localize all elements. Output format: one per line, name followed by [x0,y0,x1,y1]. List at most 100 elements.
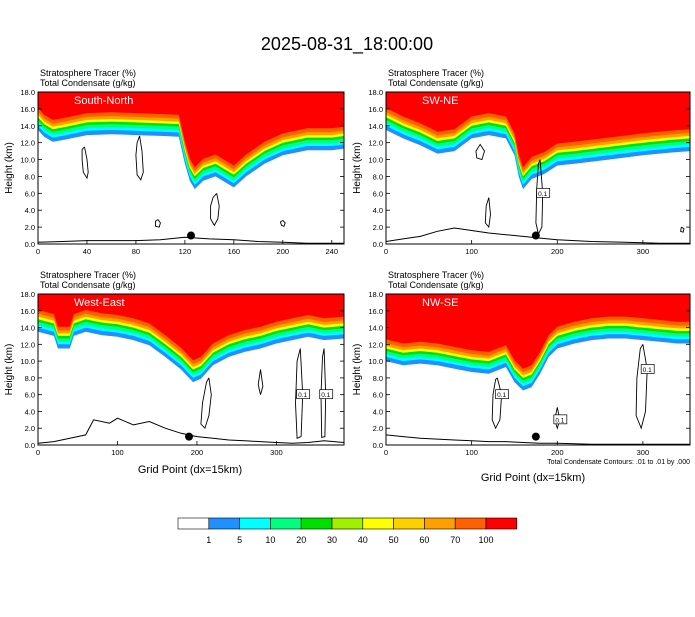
x-tick-label: 200 [551,247,564,256]
terrain-line [38,417,344,444]
colorbar-swatch [177,517,210,530]
colorbar-label: 70 [450,535,460,545]
y-tick-label: 18.0 [20,290,35,299]
y-tick-label: 8.0 [373,172,383,181]
y-axis-label: Height (km) [352,344,363,396]
condensate-contour [535,159,544,236]
y-tick-label: 8.0 [25,374,35,383]
x-axis-label: Grid Point (dx=15km) [481,472,585,484]
colorbar-swatch [270,517,302,530]
y-tick-label: 14.0 [20,122,35,131]
colorbar-label: 5 [237,535,242,545]
plot-area: 0.1 0.1 0.1 [386,294,690,445]
colorbar-swatch [331,517,364,530]
y-tick-label: 6.0 [25,189,35,198]
y-tick-label: 6.0 [25,391,35,400]
x-tick-label: 300 [637,448,650,457]
colorbar: 1 5 10 20 30 40 50 60 70 100 [177,517,518,545]
colorbar-swatch [485,517,518,530]
colorbar-label: 1 [206,535,211,545]
y-tick-label: 18.0 [20,88,35,97]
location-marker [531,432,540,441]
location-marker [185,432,194,441]
colorbar-swatch [424,517,456,530]
colorbar-label: 20 [296,535,306,545]
plot-frame [37,91,345,245]
terrain-line [386,434,690,445]
y-tick-label: 14.0 [20,324,35,333]
x-tick-label: 80 [132,247,140,256]
x-tick-label: 100 [111,448,124,457]
plot-area: 0.1 [386,92,690,244]
y-tick-label: 14.0 [368,122,383,131]
panel-2: 0.1 SW-NE 0.0 2.0 4.0 6.0 8.0 10.0 12.0 14.0 16.0 1… [352,68,691,256]
y-tick-label: 2.0 [373,223,383,232]
plot-area: 0.1 0.1 [38,294,344,445]
y-tick-label: 8.0 [25,172,35,181]
y-tick-label: 2.0 [25,223,35,232]
y-tick-label: 6.0 [373,391,383,400]
condensate-contour [484,197,491,229]
y-tick-label: 0.0 [25,240,35,249]
panel-label: South-North [74,95,133,107]
plot-frame [385,293,691,446]
contour-label: 0.1 [538,191,547,198]
y-tick-label: 4.0 [373,407,383,416]
condensate-contour [635,344,648,430]
field-label-tracer: Stratosphere Tracer (%) [388,68,484,78]
condensate-contour [475,143,485,161]
panel-label: NW-SE [422,297,458,309]
terrain-line [386,227,690,244]
colorbar-swatch [362,517,394,530]
contour-label: 0.1 [321,392,330,399]
contour-label-box [495,389,509,400]
y-tick-label: 8.0 [373,374,383,383]
field-label-tracer: Stratosphere Tracer (%) [40,270,136,280]
y-tick-label: 16.0 [368,105,383,114]
condensate-contour [257,369,264,395]
y-tick-label: 4.0 [25,206,35,215]
y-axis-label: Height (km) [4,142,15,194]
colorbar-label: 30 [327,535,337,545]
y-tick-label: 4.0 [25,407,35,416]
y-tick-label: 10.0 [20,357,35,366]
x-tick-label: 0 [36,448,40,457]
tracer-band [386,92,690,168]
y-tick-label: 2.0 [373,424,383,433]
field-label-condensate: Total Condensate (g/kg) [388,280,484,290]
tracer-band [386,294,690,369]
y-tick-label: 18.0 [368,88,383,97]
condensate-contour [155,219,161,228]
x-tick-label: 200 [277,247,290,256]
contour-label: 0.1 [643,367,652,374]
y-axis-label: Height (km) [4,344,15,396]
condensate-contour [279,220,286,227]
plot-frame [385,91,691,245]
x-tick-label: 100 [465,247,478,256]
contour-footnote: Total Condensate Contours: .01 to .01 by… [547,459,690,466]
y-axis-label: Height (km) [352,142,363,194]
condensate-contour [200,377,212,430]
x-tick-label: 40 [83,247,91,256]
x-tick-label: 120 [179,247,192,256]
contour-label: 0.1 [497,392,506,399]
location-marker [531,231,540,240]
figure-title: 2025-08-31_18:00:00 [261,34,433,55]
condensate-contour [135,135,144,181]
contour-label-box [553,414,568,425]
colorbar-swatch [300,517,333,530]
condensate-contour [81,146,89,180]
y-tick-label: 16.0 [20,307,35,316]
y-tick-label: 18.0 [368,290,383,299]
contour-label-box [640,364,655,374]
tracer-band [38,294,344,361]
y-tick-label: 12.0 [20,340,35,349]
y-tick-label: 16.0 [368,307,383,316]
x-tick-label: 160 [228,247,241,256]
field-label-tracer: Stratosphere Tracer (%) [388,270,484,280]
contour-label-box [536,187,551,198]
contour-label-box [319,389,334,400]
y-tick-label: 14.0 [368,324,383,333]
x-tick-label: 0 [384,247,388,256]
